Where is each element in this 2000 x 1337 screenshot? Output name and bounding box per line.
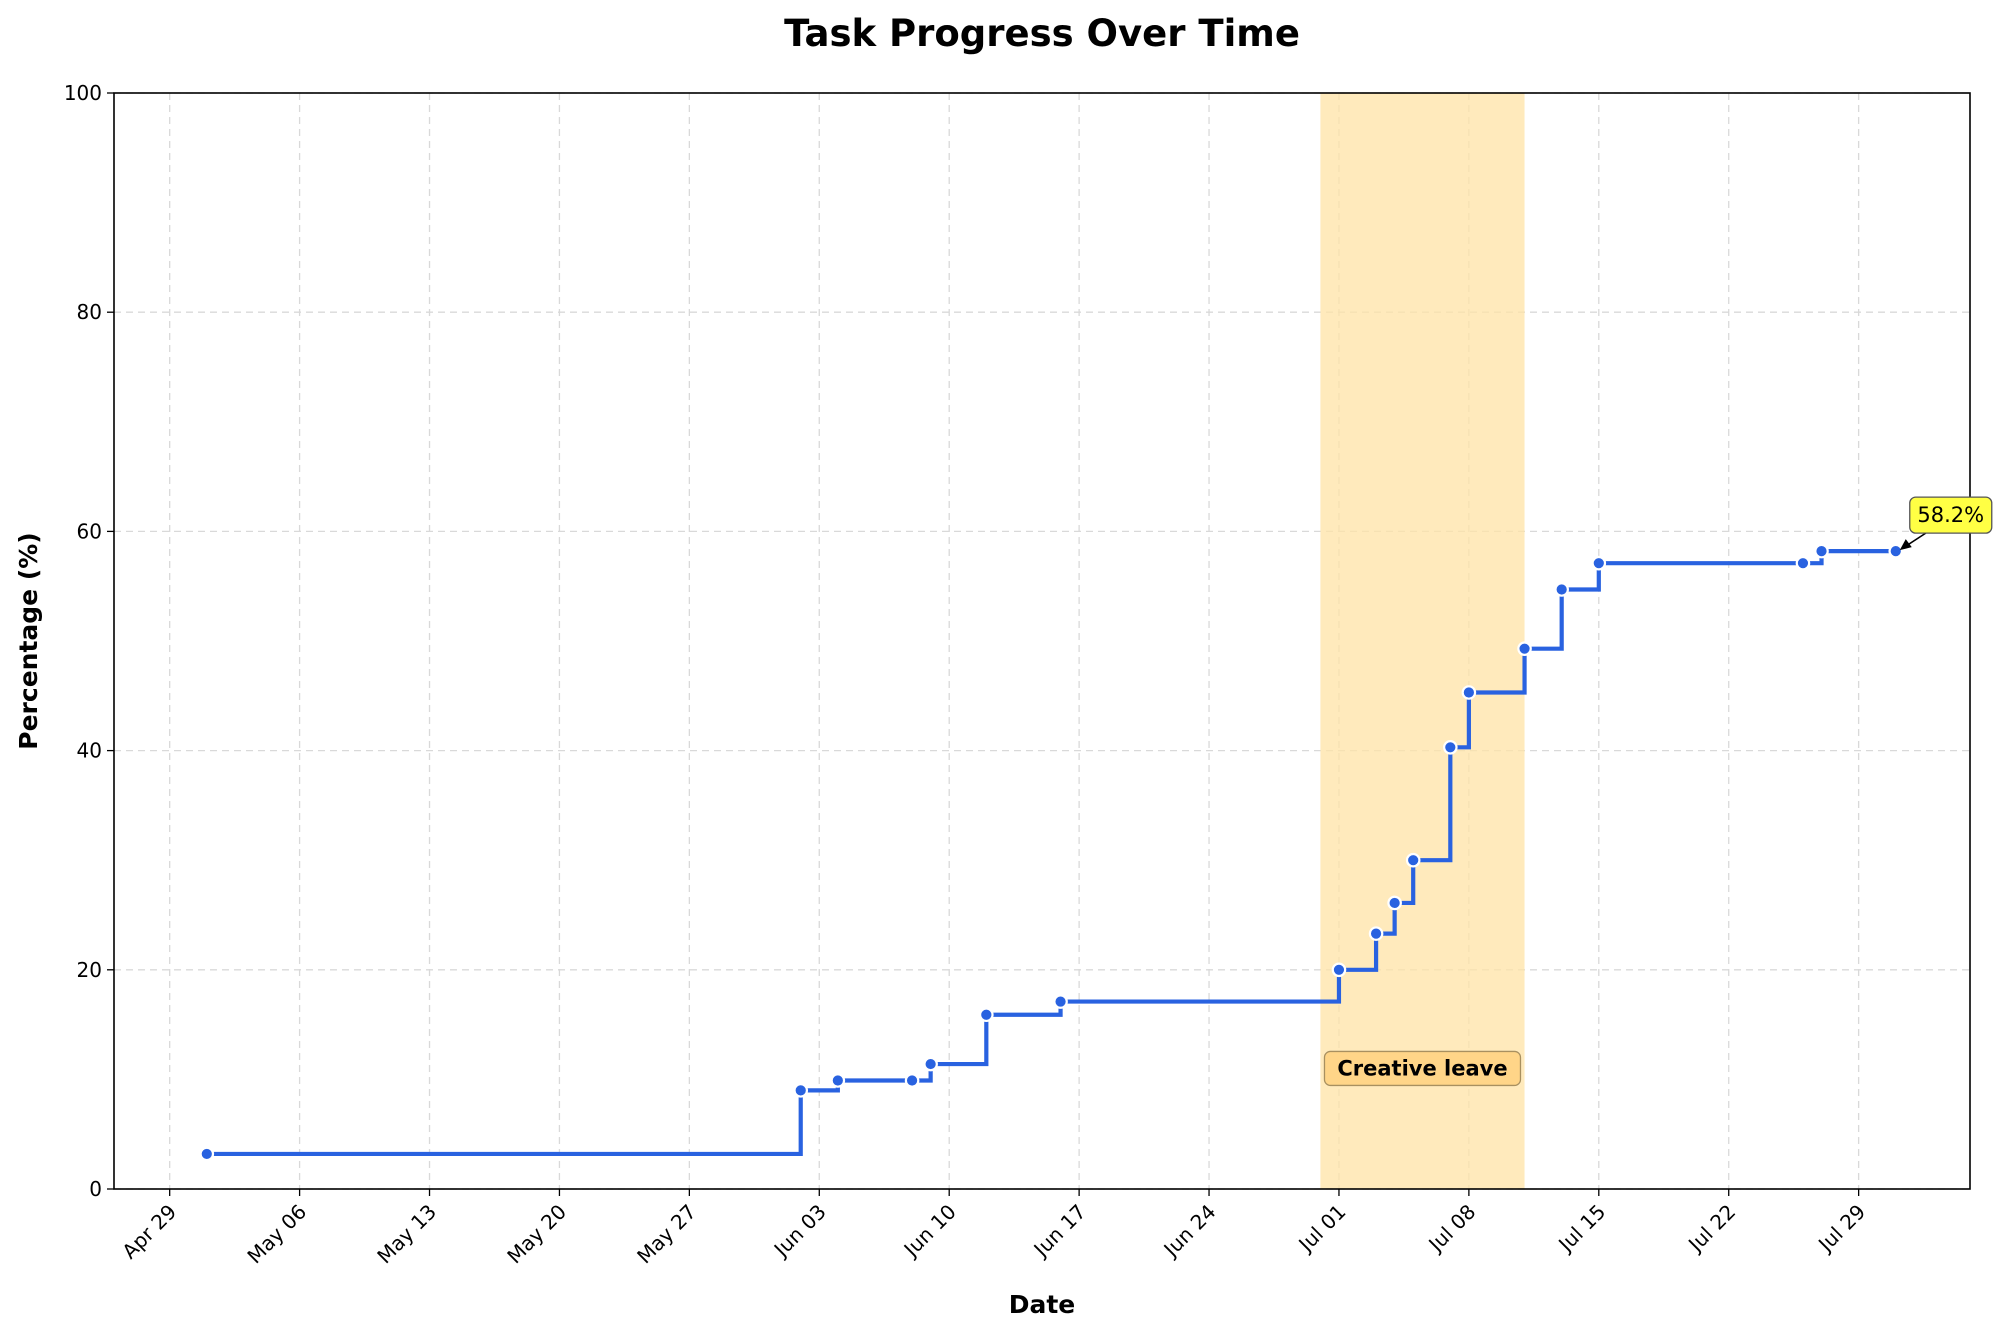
annotation-label: 58.2%: [1917, 503, 1984, 527]
x-tick-label: Jun 24: [1158, 1200, 1221, 1263]
x-tick-label: Jul 29: [1812, 1200, 1870, 1258]
grid-layer: [114, 92, 1970, 1190]
x-axis-label: Date: [1009, 1290, 1076, 1319]
x-tick-label: May 13: [372, 1200, 441, 1269]
y-axis-ticks: 0 20 40 60 80 100: [64, 81, 114, 1201]
data-point: [199, 1146, 215, 1162]
y-tick-label: 0: [89, 1177, 102, 1201]
y-tick-label: 40: [77, 739, 102, 763]
chart-title: Task Progress Over Time: [784, 12, 1300, 55]
data-point: [1814, 543, 1829, 559]
data-point: [830, 1073, 846, 1088]
shaded-region: [1320, 93, 1525, 1189]
series-line: [206, 549, 1896, 1157]
data-point: [1554, 582, 1569, 597]
data-point: [1888, 543, 1904, 559]
data-point: [1053, 994, 1068, 1009]
data-point: [1443, 740, 1458, 755]
x-axis-ticks: Apr 29 May 06 May 13 May 20 May 27 Jun 03 Jun …: [117, 1189, 1870, 1268]
data-point: [1405, 852, 1421, 868]
x-tick-label: Jul 15: [1552, 1200, 1610, 1258]
plot-frame: [113, 92, 1971, 1190]
data-point: [1331, 962, 1347, 978]
shaded-regions: Creative leave: [1320, 93, 1525, 1189]
x-tick-label: Jun 10: [898, 1200, 961, 1263]
x-tick-label: Jul 22: [1682, 1200, 1740, 1258]
x-tick-label: May 06: [242, 1200, 311, 1269]
shaded-region-label: Creative leave: [1337, 1056, 1507, 1080]
shaded-region-label-box: [1323, 1050, 1522, 1087]
y-tick-label: 60: [77, 519, 102, 543]
y-tick-label: 20: [77, 958, 102, 982]
series-layer: [206, 549, 1896, 1157]
data-point: [793, 1083, 809, 1098]
data-point: [1517, 641, 1532, 656]
data-point: [1591, 555, 1607, 571]
annotation-box: [1909, 496, 1993, 534]
x-tick-label: Jul 01: [1293, 1200, 1351, 1258]
data-point: [979, 1007, 994, 1023]
data-point: [1795, 555, 1811, 571]
annotation-arrowhead: [1899, 539, 1912, 551]
data-point: [1461, 685, 1477, 700]
x-tick-label: Jun 17: [1028, 1200, 1091, 1263]
y-tick-label: 100: [64, 81, 102, 105]
x-tick-label: May 20: [502, 1200, 571, 1269]
y-tick-label: 80: [77, 300, 102, 324]
x-tick-label: Apr 29: [117, 1200, 181, 1264]
annotations: 58.2%: [1899, 496, 1993, 551]
data-point: [1387, 895, 1402, 911]
data-point: [1368, 926, 1384, 941]
x-tick-label: Jun 03: [768, 1200, 831, 1263]
data-point: [923, 1056, 938, 1072]
data-point: [904, 1073, 920, 1088]
data-points: [199, 543, 1904, 1162]
x-tick-label: May 27: [632, 1200, 701, 1269]
y-axis-label: Percentage (%): [14, 532, 43, 749]
x-tick-label: Jul 08: [1422, 1200, 1480, 1258]
